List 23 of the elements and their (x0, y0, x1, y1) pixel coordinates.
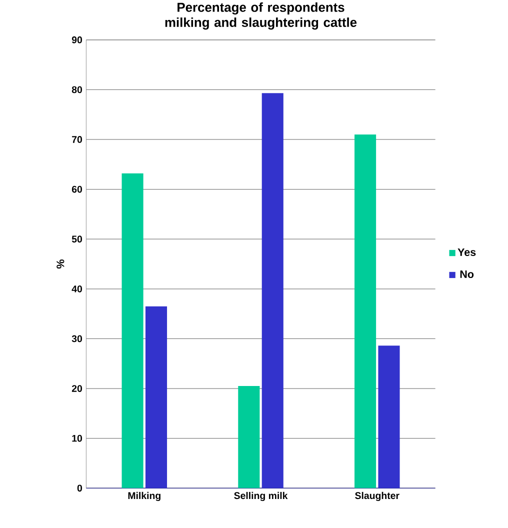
x-tick-label: Selling milk (234, 492, 288, 502)
y-tick-label: 10 (72, 434, 82, 442)
bar (378, 346, 400, 488)
y-tick-label: 0 (78, 484, 82, 492)
y-tick-label: 60 (72, 186, 82, 193)
bar (146, 306, 168, 488)
chart-title: Percentage of respondents milking and slaughtering cattle (166, 2, 357, 30)
x-tick-label: Slaughter (355, 492, 400, 502)
y-tick-label: 30 (72, 335, 82, 342)
y-tick-label: 40 (72, 285, 82, 292)
y-axis-title: % (56, 259, 64, 269)
bar (354, 134, 376, 488)
x-tick-label: Milking (128, 492, 161, 502)
y-tick-label: 90 (72, 36, 82, 44)
y-tick-label: 50 (72, 236, 82, 243)
bar (122, 173, 144, 488)
y-tick-label: 80 (72, 86, 82, 94)
y-tick-label: 70 (72, 136, 82, 143)
legend-label: No (460, 270, 474, 278)
legend-label: Yes (458, 248, 476, 256)
bar (238, 386, 260, 488)
y-tick-label: 20 (72, 385, 82, 392)
bar (262, 93, 284, 488)
